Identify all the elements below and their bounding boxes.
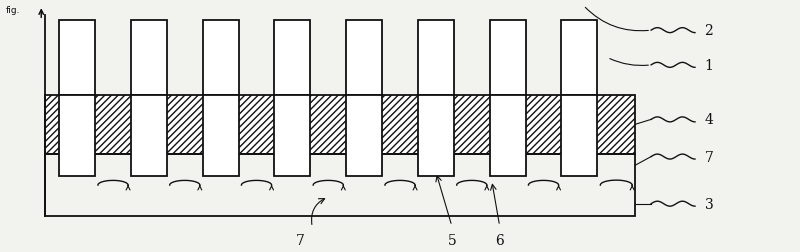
Bar bbox=[562, 21, 598, 95]
Bar bbox=[46, 95, 635, 154]
Bar bbox=[46, 154, 635, 216]
Text: 2: 2 bbox=[705, 24, 714, 38]
Bar bbox=[274, 21, 310, 95]
Text: 6: 6 bbox=[495, 234, 504, 247]
Text: fig.: fig. bbox=[6, 6, 20, 15]
Bar bbox=[346, 95, 382, 177]
Bar bbox=[59, 95, 95, 177]
Text: 1: 1 bbox=[705, 59, 714, 73]
Bar bbox=[346, 95, 382, 154]
Bar bbox=[59, 95, 95, 154]
Bar bbox=[562, 95, 598, 154]
Bar bbox=[274, 95, 310, 177]
Bar bbox=[490, 95, 526, 177]
Bar bbox=[131, 95, 167, 177]
Bar bbox=[418, 95, 454, 177]
Bar bbox=[418, 21, 454, 95]
Text: 5: 5 bbox=[447, 234, 456, 247]
Bar bbox=[274, 95, 310, 154]
Text: 3: 3 bbox=[705, 197, 714, 211]
Bar bbox=[59, 21, 95, 95]
Bar bbox=[202, 21, 238, 95]
Bar bbox=[131, 21, 167, 95]
Bar bbox=[202, 95, 238, 177]
Bar bbox=[202, 95, 238, 154]
Text: 7: 7 bbox=[705, 150, 714, 164]
Text: 7: 7 bbox=[296, 234, 305, 247]
Bar bbox=[562, 95, 598, 177]
Bar bbox=[418, 95, 454, 154]
Bar bbox=[131, 95, 167, 154]
Text: 4: 4 bbox=[705, 113, 714, 127]
Bar bbox=[490, 21, 526, 95]
Bar bbox=[490, 95, 526, 154]
Bar bbox=[346, 21, 382, 95]
